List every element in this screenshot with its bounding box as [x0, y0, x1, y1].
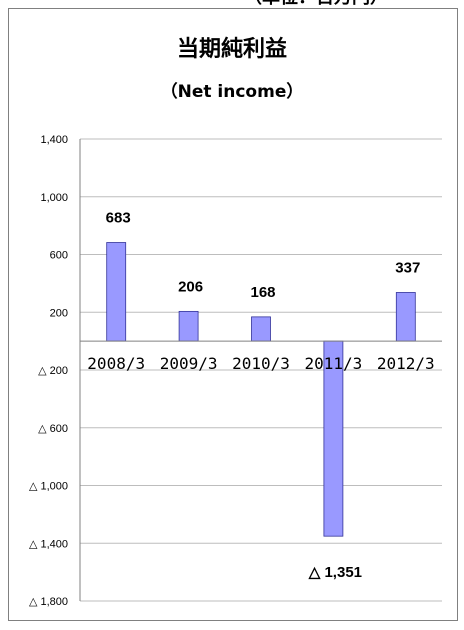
unit-label-fragment: （単位：百万円） — [244, 0, 388, 8]
y-tick-label: △ 1,800 — [29, 596, 68, 608]
y-tick-label: 1,400 — [40, 134, 68, 146]
chart-subtitle: （Net income） — [161, 81, 304, 102]
bar — [106, 242, 127, 342]
category-label: 2012/3 — [377, 354, 435, 373]
category-label: 2010/3 — [232, 354, 290, 373]
chart-frame — [8, 8, 458, 621]
category-label: 2008/3 — [87, 354, 145, 373]
bar — [178, 310, 199, 342]
bar — [251, 316, 271, 342]
data-label: △ 1,351 — [308, 564, 362, 581]
y-tick-label: △ 600 — [38, 423, 68, 435]
y-tick-label: △ 200 — [38, 365, 68, 377]
y-tick-label: 600 — [50, 250, 68, 262]
data-label: 337 — [395, 259, 420, 276]
category-label: 2011/3 — [305, 354, 363, 373]
category-label: 2009/3 — [160, 354, 218, 373]
y-tick-label: △ 1,400 — [29, 538, 68, 550]
y-tick-label: 1,000 — [40, 192, 68, 204]
data-label: 168 — [250, 284, 275, 301]
data-label: 206 — [178, 278, 203, 295]
plot-area: 1,400 1,000 600 200 △ 200 △ 600 △ 1,000 △ 1,400… — [29, 134, 442, 608]
data-label: 683 — [106, 210, 131, 227]
y-tick-label: △ 1,000 — [29, 481, 68, 493]
chart-title: 当期純利益 — [177, 36, 287, 62]
y-tick-label: 200 — [50, 307, 68, 319]
bar — [395, 292, 416, 342]
